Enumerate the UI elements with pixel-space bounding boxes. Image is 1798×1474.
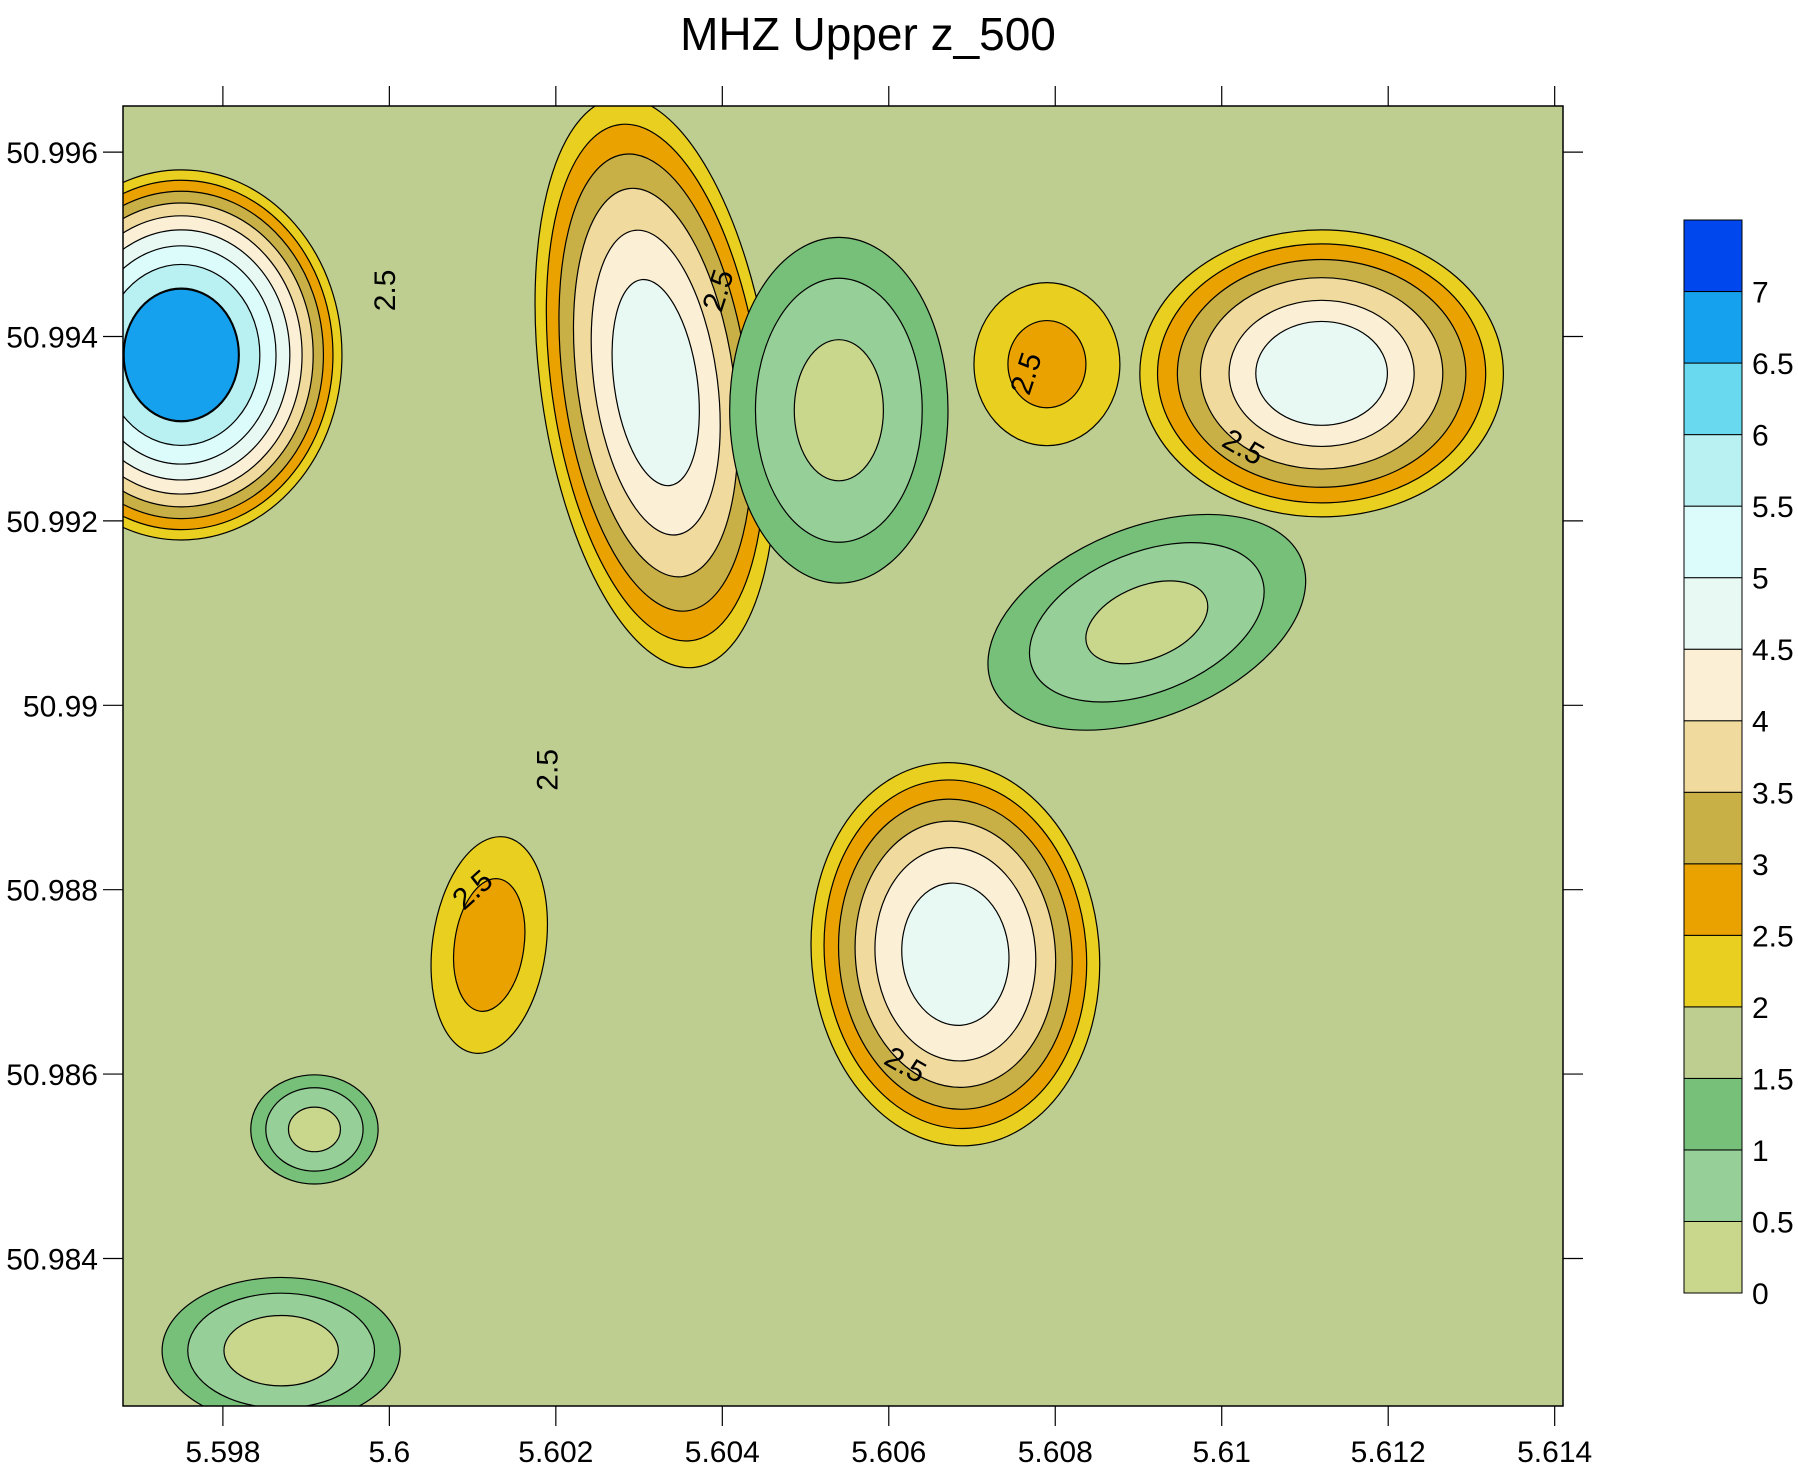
y-tick-label: 50.992 (6, 506, 98, 539)
x-tick-label: 5.602 (518, 1436, 593, 1469)
colorbar-label: 1.5 (1752, 1063, 1794, 1096)
colorbar-label: 5.5 (1752, 491, 1794, 524)
contour-band-max-1-level-6_5 (123, 288, 240, 422)
chart-title: MHZ Upper z_500 (680, 8, 1056, 60)
x-tick-label: 5.604 (685, 1436, 760, 1469)
y-tick-label: 50.984 (6, 1243, 98, 1276)
contour-fills (123, 106, 1504, 1406)
colorbar-label: 0.5 (1752, 1206, 1794, 1239)
colorbar-label: 6 (1752, 420, 1769, 453)
colorbar-label: 7 (1752, 277, 1769, 310)
y-tick-label: 50.988 (6, 875, 98, 908)
x-tick-label: 5.606 (851, 1436, 926, 1469)
colorbar-label: 4 (1752, 706, 1769, 739)
colorbar-label: 5 (1752, 563, 1769, 596)
plot-area (123, 106, 1563, 1406)
colorbar-bin (1683, 291, 1743, 364)
x-axis: 5.598 5.6 5.602 5.604 5.606 5.608 5.61 5.612 5.6… (185, 86, 1592, 1469)
colorbar-bin (1683, 1077, 1743, 1151)
colorbar-bin (1683, 505, 1743, 579)
colorbar-bin (1683, 648, 1743, 722)
colorbar-bin (1683, 362, 1743, 436)
y-axis: 50.996 50.994 50.992 50.99 50.988 50.986 50.98… (6, 137, 1583, 1276)
contour-band-max-5-level-2_5 (1007, 319, 1087, 409)
contour-band-min-7-level-0_5 (793, 339, 885, 482)
colorbar-label: 3.5 (1752, 777, 1794, 810)
colorbar: 0 0.5 1 1.5 2 2.5 3 3.5 4 4.5 5 5.5 6 6.5 7 (1683, 219, 1794, 1311)
colorbar-label: 3 (1752, 849, 1769, 882)
contour-band-min-8-level-0_5 (1085, 580, 1209, 665)
contour-band-min-10-level-0_5 (223, 1314, 339, 1387)
colorbar-bin (1683, 1149, 1743, 1222)
colorbar-bin (1683, 1006, 1743, 1079)
contour-band-max-2-level-4_5 (611, 278, 700, 487)
colorbar-label: 6.5 (1752, 348, 1794, 381)
plot-frame (122, 105, 1564, 1407)
colorbar-bin (1683, 791, 1743, 865)
colorbar-label: 2.5 (1752, 920, 1794, 953)
contour-band-min-9-level-0_5 (287, 1106, 342, 1153)
x-tick-label: 5.598 (185, 1436, 260, 1469)
contour-band-max-6-level-2_5 (453, 878, 526, 1012)
colorbar-label: 1 (1752, 1135, 1769, 1168)
colorbar-bin (1683, 219, 1743, 293)
y-tick-label: 50.994 (6, 321, 98, 354)
y-tick-label: 50.996 (6, 137, 98, 170)
colorbar-bin (1683, 577, 1743, 650)
contour-band-max-4-level-4_5 (901, 882, 1010, 1026)
colorbar-bin (1683, 934, 1743, 1008)
x-tick-label: 5.614 (1517, 1436, 1592, 1469)
colorbar-label: 0 (1752, 1278, 1769, 1311)
colorbar-bin (1683, 434, 1743, 507)
y-tick-label: 50.986 (6, 1059, 98, 1092)
colorbar-label: 2 (1752, 992, 1769, 1025)
x-tick-label: 5.61 (1193, 1436, 1251, 1469)
x-tick-label: 5.6 (368, 1436, 410, 1469)
contour-band-max-3-level-4_5 (1255, 320, 1389, 426)
x-tick-label: 5.612 (1351, 1436, 1426, 1469)
y-tick-label: 50.99 (23, 690, 98, 723)
contour-label: 2.5 (369, 270, 402, 312)
x-tick-label: 5.608 (1018, 1436, 1093, 1469)
colorbar-bin (1683, 720, 1743, 793)
colorbar-bin (1683, 863, 1743, 936)
colorbar-label: 4.5 (1752, 634, 1794, 667)
contour-label: 2.5 (532, 749, 565, 791)
colorbar-bin (1683, 1220, 1743, 1294)
